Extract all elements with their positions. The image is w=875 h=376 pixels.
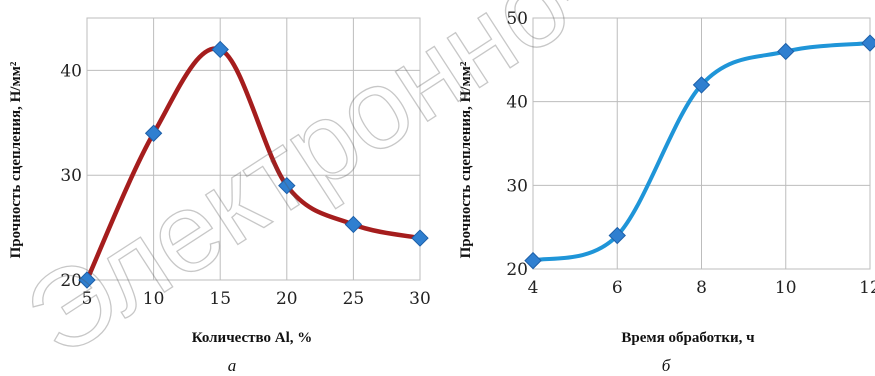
chart-b-xtick-label: 8 <box>696 278 707 298</box>
chart-b-ytick-label: 30 <box>506 176 528 196</box>
chart-a-data-point <box>344 215 363 234</box>
chart-b-ytick-label: 20 <box>506 260 528 280</box>
chart-a-data-point <box>144 124 163 142</box>
chart-b-ytick-label: 40 <box>506 93 528 113</box>
chart-b-xtick-label: 4 <box>528 278 539 298</box>
chart-a-xtick-label: 25 <box>343 289 365 309</box>
chart-b-xlabel: Время обработки, ч <box>621 330 755 346</box>
chart-a-data-point <box>411 229 429 247</box>
chart-a-data-point <box>78 271 96 289</box>
chart-a-ytick-label: 20 <box>60 271 82 291</box>
chart-a-xtick-label: 5 <box>82 289 93 309</box>
chart-b-xtick-label: 6 <box>612 278 623 298</box>
chart-b-data-point <box>608 226 626 245</box>
chart-a: Прочность сцепления, Н/мм² 5 10 15 20 25 30 20… <box>8 17 431 375</box>
watermark-text: Электронно-Российская <box>5 0 875 376</box>
chart-b-caption: б <box>662 356 671 375</box>
chart-b-data-point <box>861 34 875 52</box>
chart-b: Прочность сцепления, Н/мм² 4 6 8 10 12 20 30 40… <box>458 9 875 375</box>
chart-a-ticks: 5 10 15 20 25 30 20 30 40 <box>60 61 430 309</box>
chart-a-grid <box>86 17 421 281</box>
chart-a-ytick-label: 30 <box>60 166 82 186</box>
chart-a-xtick-label: 15 <box>209 289 231 309</box>
chart-b-xtick-label: 12 <box>859 278 875 298</box>
chart-a-data-point <box>278 176 296 195</box>
chart-a-xlabel: Количество Al, % <box>192 330 313 346</box>
chart-b-ytick-label: 50 <box>506 9 528 29</box>
chart-b-series-line <box>531 41 872 263</box>
chart-a-caption: а <box>228 356 237 375</box>
chart-a-xtick-label: 20 <box>276 289 298 309</box>
chart-a-xtick-label: 30 <box>409 289 431 309</box>
chart-a-ylabel: Прочность сцепления, Н/мм² <box>8 61 24 258</box>
chart-a-markers <box>78 40 429 289</box>
chart-b-xtick-label: 10 <box>775 278 797 298</box>
chart-b-data-point <box>524 251 542 270</box>
chart-b-data-point <box>692 76 711 94</box>
chart-b-ticks: 4 6 8 10 12 20 30 40 50 <box>506 9 875 298</box>
chart-a-data-point <box>211 40 229 59</box>
chart-b-data-point <box>777 42 795 61</box>
chart-b-ylabel: Прочность сцепления, Н/мм² <box>458 61 474 258</box>
chart-b-grid <box>532 17 871 270</box>
chart-b-markers <box>524 34 875 270</box>
chart-a-ytick-label: 40 <box>60 61 82 81</box>
chart-a-xtick-label: 10 <box>143 289 165 309</box>
